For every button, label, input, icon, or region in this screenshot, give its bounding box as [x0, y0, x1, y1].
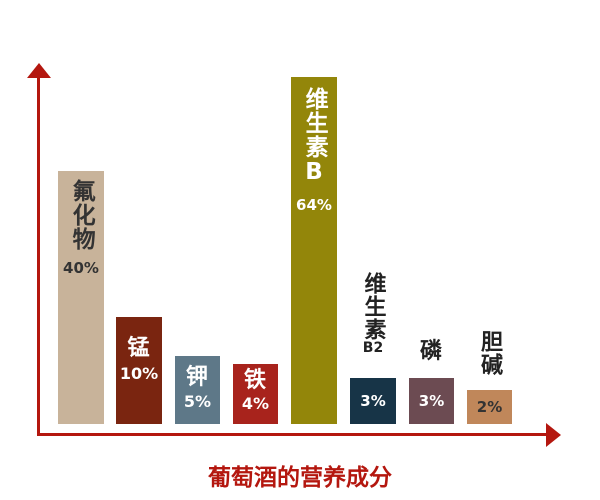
bar-vitamin-b2-label: 维生素 B2: [350, 272, 396, 355]
x-axis: [37, 433, 549, 436]
bar-value: 3%: [360, 392, 386, 410]
bar-fluoride: 氟化物 40%: [58, 171, 104, 424]
bar-label: 磷: [419, 339, 443, 364]
bar-sublabel: B2: [362, 340, 384, 356]
bar-vitamin-b2: 3%: [350, 378, 396, 424]
bar-vitamin-b: 维生素B 64%: [291, 77, 337, 424]
x-axis-arrow-icon: [546, 423, 561, 447]
y-axis-arrow-icon: [27, 63, 51, 78]
bar-choline-label: 胆碱: [467, 330, 512, 376]
bar-value: 2%: [476, 398, 503, 416]
bar-label: 铁: [243, 368, 267, 393]
bar-label: 维生素B: [301, 87, 328, 186]
chart-title: 葡萄酒的营养成分: [208, 465, 392, 491]
bar-value: 3%: [418, 392, 445, 410]
bar-phosphorus-label: 磷: [409, 340, 454, 363]
bar-label: 氟化物: [68, 179, 95, 251]
bar-manganese: 锰 10%: [116, 317, 162, 424]
bar-label: 胆碱: [477, 330, 503, 376]
bar-label: 维生素: [360, 272, 386, 341]
bar-value: 5%: [183, 392, 212, 412]
bar-choline: 2%: [467, 390, 512, 424]
bar-iron: 铁 4%: [233, 364, 278, 424]
bar-potassium: 钾 5%: [175, 356, 220, 424]
y-axis: [37, 76, 40, 436]
bar-label: 锰: [127, 336, 151, 361]
bar-value: 4%: [241, 394, 270, 414]
bar-value: 10%: [119, 364, 159, 384]
bar-value: 40%: [63, 259, 99, 277]
bar-phosphorus: 3%: [409, 378, 454, 424]
bar-value: 64%: [296, 196, 332, 214]
bar-label: 钾: [185, 365, 209, 390]
